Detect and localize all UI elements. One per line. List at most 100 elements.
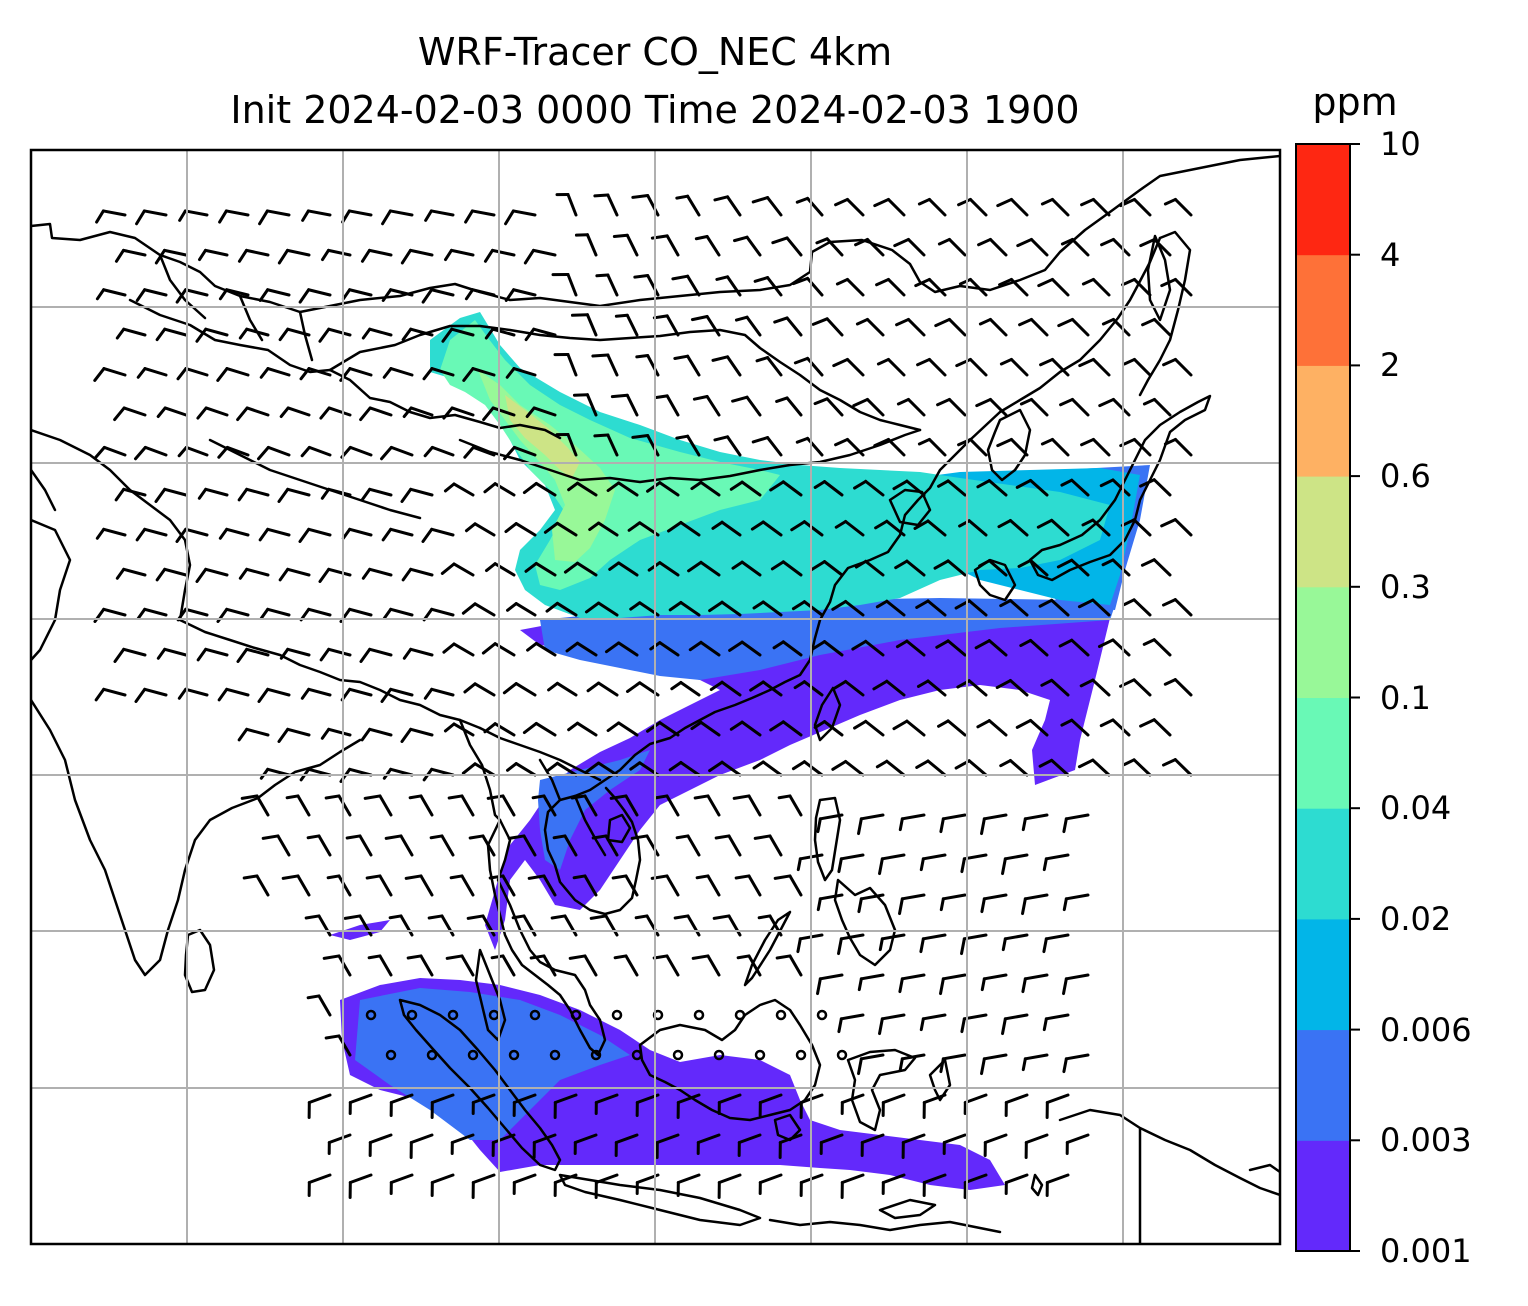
wind-barb [755, 356, 783, 377]
colorbar [1295, 143, 1360, 1252]
wind-barb [934, 317, 967, 337]
colorbar-segment [1296, 144, 1350, 256]
wind-barb [996, 437, 1029, 457]
wind-barb [1141, 317, 1172, 337]
wind-barb [360, 487, 393, 502]
wind-barb [464, 288, 496, 301]
wind-barb [462, 367, 496, 382]
wind-barb [1019, 638, 1049, 657]
wind-barb [527, 874, 557, 897]
wind-barb [570, 313, 598, 337]
wind-barb [734, 874, 762, 897]
wind-barb [1045, 1173, 1070, 1198]
wind-barb [595, 273, 619, 297]
wind-barb [695, 874, 721, 897]
wind-barb [156, 647, 188, 660]
wind-barb [591, 353, 619, 377]
wind-barb [892, 719, 926, 737]
wind-barb [898, 973, 926, 994]
wind-barb [525, 406, 557, 418]
wind-barb [1119, 437, 1152, 457]
wind-barb [95, 527, 127, 540]
wind-barb [553, 1173, 578, 1198]
coastline-halmahera [928, 1058, 952, 1102]
wind-barb [95, 209, 127, 224]
wind-barb [795, 436, 824, 457]
wind-barb [939, 973, 967, 996]
wind-barb [1056, 558, 1090, 577]
coastline-island-c [1248, 1163, 1280, 1174]
wind-barb [341, 288, 373, 301]
map-title-line1: WRF-Tracer CO_NEC 4km [417, 30, 893, 74]
colorbar-tick-label: 0.1 [1380, 678, 1431, 717]
wind-barb [758, 1093, 783, 1118]
wind-barb [1001, 1013, 1029, 1036]
wind-barb [568, 954, 598, 977]
wind-barb [997, 519, 1029, 537]
calm-wind-marker [754, 1049, 766, 1061]
wind-barb [980, 813, 1008, 836]
wind-barb [408, 794, 434, 817]
wind-barb [915, 759, 947, 777]
coastline-sri-lanka [183, 928, 216, 994]
wind-barb [424, 209, 455, 222]
wind-barb [874, 519, 906, 537]
wind-barb [240, 794, 270, 817]
wind-barb [136, 607, 168, 620]
wind-barb [217, 687, 250, 702]
wind-barb [319, 406, 352, 420]
wind-barb [975, 397, 1008, 417]
wind-barb [769, 480, 803, 497]
coastline-hainan [606, 813, 632, 844]
border-laos-vietnam [538, 758, 607, 857]
wind-barb [895, 317, 926, 337]
wind-barb [613, 954, 639, 977]
wind-barb [749, 680, 783, 697]
wind-barb [692, 394, 721, 417]
wind-barb [464, 522, 496, 537]
wind-barb [563, 561, 598, 577]
wind-barb [532, 1133, 557, 1160]
wind-barb [942, 1133, 967, 1156]
wind-barb [875, 759, 906, 777]
wind-barb [506, 762, 537, 777]
wind-barb [341, 209, 373, 224]
wind-barb [586, 681, 619, 697]
wind-barb [156, 406, 188, 418]
wind-barb [893, 237, 926, 257]
wind-barb [237, 487, 270, 502]
wind-barb [463, 445, 496, 459]
wind-barb [490, 954, 516, 977]
wind-barb [876, 357, 906, 377]
wind-barb [360, 248, 393, 263]
colorbar-tick-label: 0.001 [1380, 1232, 1472, 1270]
wind-barb [523, 248, 557, 265]
wind-barb [939, 813, 967, 834]
wind-barb [937, 237, 967, 257]
wind-barb [614, 1133, 639, 1158]
wind-barb [258, 209, 291, 226]
wind-barb [95, 288, 127, 301]
wind-barb [318, 327, 352, 343]
wind-barb [367, 954, 393, 977]
wind-barb [840, 1093, 865, 1116]
wind-barb [430, 1093, 455, 1120]
wind-barb [974, 639, 1008, 657]
wind-barb [486, 794, 516, 817]
coastline-east-china [543, 236, 1162, 916]
wind-barb [753, 834, 783, 857]
wind-barb [430, 1173, 455, 1198]
wind-barb [935, 639, 967, 657]
calm-wind-marker [693, 1009, 705, 1021]
wind-barb [593, 193, 619, 217]
wind-barb [1139, 478, 1172, 497]
wind-barb [831, 599, 865, 617]
wind-barb [1122, 758, 1152, 777]
wind-barb [400, 727, 434, 743]
wind-barb [1040, 197, 1070, 217]
wind-barb [691, 954, 721, 977]
wind-barb [939, 1053, 967, 1074]
colorbar-segment [1296, 1140, 1350, 1252]
wind-barb [1001, 853, 1029, 876]
